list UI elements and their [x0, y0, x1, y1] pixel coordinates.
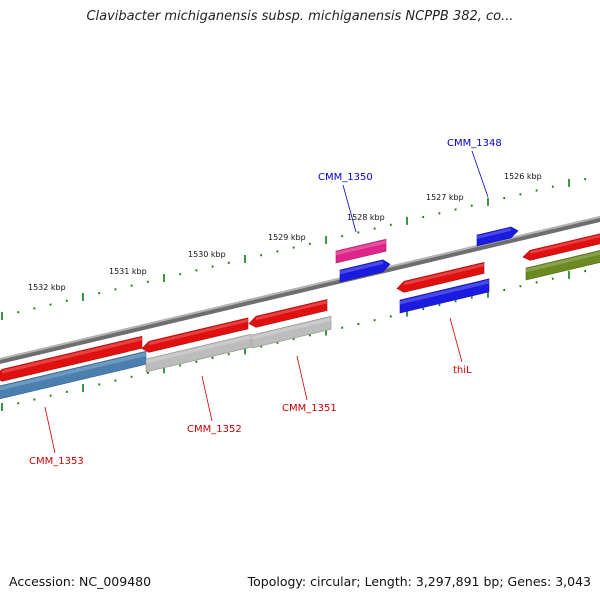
leader-line	[296, 355, 308, 401]
topology-text: Topology: circular; Length: 3,297,891 bp…	[247, 574, 591, 589]
leader-line	[471, 150, 489, 198]
map-title: Clavibacter michiganensis subsp. michiga…	[86, 9, 514, 24]
gene-cmm-1348-cds[interactable]	[476, 226, 519, 247]
gene-highlight	[404, 263, 484, 286]
leader-line	[449, 317, 463, 363]
gene-label-cmm-1351[interactable]: CMM_1351	[282, 403, 337, 414]
kbp-label: 1528 kbp	[347, 213, 385, 222]
label-leader-lines	[44, 150, 489, 454]
gene-highlight	[530, 234, 600, 254]
gene-highlight	[336, 240, 386, 256]
leader-line	[201, 375, 213, 422]
gene-highlight	[252, 317, 331, 340]
gene-highlight	[340, 260, 383, 275]
lower-tick-track	[1, 270, 587, 411]
leader-line	[44, 406, 56, 454]
gene-features	[0, 226, 600, 400]
genome-backbone	[0, 216, 600, 364]
gene-highlight	[400, 279, 489, 305]
gene-highlight	[256, 300, 327, 321]
kbp-label: 1531 kbp	[109, 267, 147, 276]
gene-label-cmm-1348[interactable]: CMM_1348	[447, 138, 502, 149]
gene-label-thil[interactable]: thiL	[453, 365, 472, 376]
gene-cmm-1350-cds[interactable]	[339, 259, 391, 283]
gene-highlight	[149, 318, 248, 346]
gene-label-cmm-1350[interactable]: CMM_1350	[318, 172, 373, 183]
kbp-label: 1527 kbp	[426, 193, 464, 202]
kbp-label: 1526 kbp	[504, 172, 542, 181]
gene-label-cmm-1353[interactable]: CMM_1353	[29, 456, 84, 467]
accession-text: Accession: NC_009480	[9, 574, 152, 589]
kbp-label: 1532 kbp	[28, 283, 66, 292]
gene-highlight	[0, 352, 146, 391]
gene-label-cmm-1352[interactable]: CMM_1352	[187, 424, 242, 435]
leader-line	[342, 184, 357, 233]
kbp-label: 1530 kbp	[188, 250, 226, 259]
kbp-label: 1529 kbp	[268, 233, 306, 242]
gene-highlight	[526, 251, 600, 273]
gene-highlight	[146, 335, 251, 364]
upper-tick-track	[1, 178, 587, 320]
gene-highlight	[2, 337, 142, 374]
gene-highlight	[477, 227, 511, 239]
